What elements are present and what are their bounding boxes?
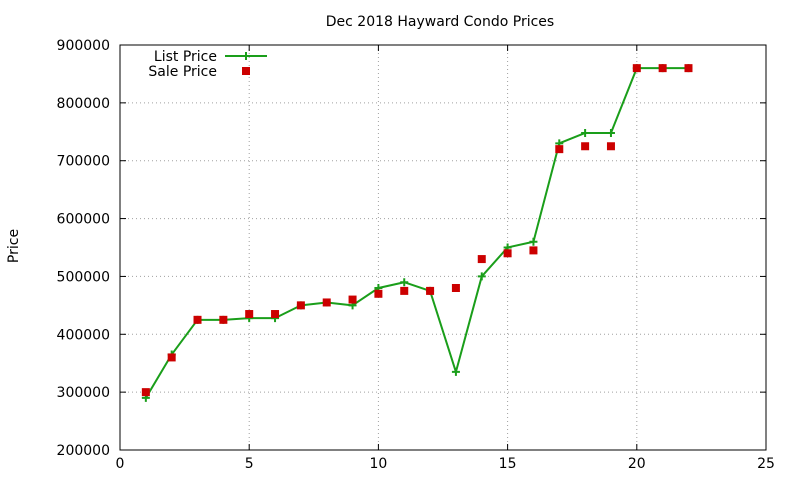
data-point-sale-price [658,64,667,73]
legend-label-sale-price: Sale Price [148,64,217,80]
data-point-sale-price [271,310,280,319]
series-layer [141,64,693,402]
data-point-list-price [581,128,590,137]
data-point-sale-price [193,315,202,324]
legend: List Price Sale Price [148,49,267,80]
data-point-list-price [451,367,460,376]
data-point-sale-price [477,255,486,264]
data-point-sale-price [374,289,383,298]
data-point-sale-price [426,286,435,295]
x-tick-label: 5 [245,456,254,472]
data-point-sale-price [555,145,564,154]
y-tick-label: 400000 [57,327,110,343]
data-point-sale-price [400,286,409,295]
data-point-sale-price [451,284,460,292]
y-tick-label: 500000 [57,269,110,285]
data-point-list-price [606,128,615,137]
y-tick-label: 900000 [57,38,110,54]
data-point-sale-price [296,301,305,310]
data-point-sale-price [322,298,331,307]
data-point-sale-price [503,249,512,258]
data-point-sale-price [581,142,590,151]
legend-label-list-price: List Price [154,49,217,65]
y-tick-label: 800000 [57,96,110,112]
data-point-sale-price [245,310,254,319]
y-tick-label: 300000 [57,385,110,401]
chart-title: Dec 2018 Hayward Condo Prices [326,14,554,30]
data-point-list-price [477,272,486,281]
data-point-sale-price [141,388,150,397]
data-point-list-price [400,278,409,287]
legend-swatch-list-price-marker [242,52,250,60]
data-point-sale-price [529,246,538,255]
x-tick-label: 20 [628,456,646,472]
y-axis-title: Price [6,229,22,263]
data-point-sale-price [167,353,176,362]
series-list-price [141,64,693,402]
axis-ticks: 0 5 10 15 20 25 200000 300000 400000 500000 600000… [57,38,775,472]
data-point-sale-price [219,315,228,324]
x-tick-label: 10 [369,456,387,472]
y-tick-label: 200000 [57,443,110,459]
grid-lines [120,45,766,450]
x-tick-label: 25 [757,456,775,472]
x-tick-label: 15 [499,456,517,472]
data-point-list-price [529,237,538,246]
series-sale-price [141,64,693,397]
y-tick-label: 700000 [57,154,110,170]
legend-swatch-sale-price-marker [242,67,250,75]
x-tick-label: 0 [116,456,125,472]
data-point-sale-price [606,142,615,151]
series-line-list-price [144,67,689,399]
data-point-sale-price [684,64,693,73]
data-point-sale-price [348,295,357,304]
plot-frame [119,44,767,451]
y-tick-label: 600000 [57,212,110,228]
data-point-sale-price [632,64,641,73]
